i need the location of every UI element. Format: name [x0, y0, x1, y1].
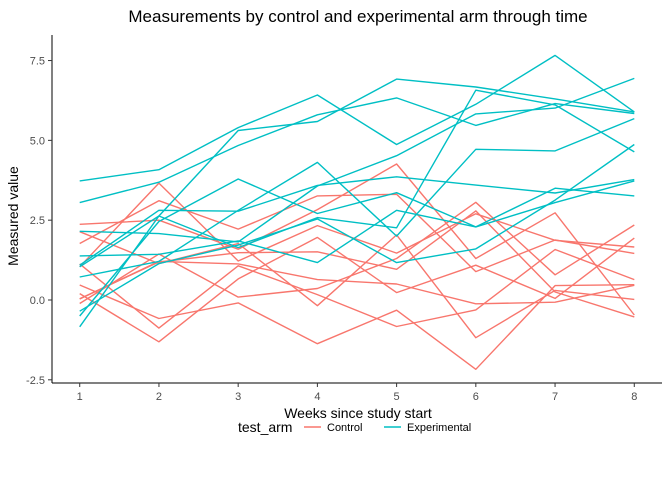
experimental-series-line-12	[79, 89, 635, 328]
x-tick-label: 5	[394, 391, 400, 403]
experimental-series-line-20	[79, 180, 635, 264]
x-axis-title: Weeks since study start	[284, 405, 432, 421]
control-series-line-10	[79, 210, 635, 318]
control-series-line-4	[79, 182, 635, 268]
experimental-series-line-13	[79, 77, 635, 243]
experimental-series-line-17	[79, 143, 635, 312]
control-series-line-2	[79, 248, 635, 329]
y-axis-title: Measured value	[5, 166, 21, 266]
y-tick-label: 5.0	[30, 135, 45, 147]
chart-title: Measurements by control and experimental…	[128, 7, 587, 26]
experimental-series-line-19	[79, 78, 635, 268]
y-tick-label: 0.0	[30, 295, 45, 307]
plot-series-group	[79, 54, 635, 370]
legend-label-experimental: Experimental	[407, 422, 471, 434]
x-axis-ticks: 1 2 3 4 5 6 7 8	[77, 383, 637, 403]
y-tick-label: 7.5	[30, 56, 45, 68]
control-series-line-6	[79, 163, 635, 316]
x-tick-label: 3	[235, 391, 241, 403]
legend-label-control: Control	[327, 422, 362, 434]
x-tick-label: 4	[314, 391, 320, 403]
y-tick-label: -2.5	[26, 375, 45, 387]
control-series-line-1	[79, 236, 635, 343]
x-tick-label: 1	[77, 391, 83, 403]
experimental-series-line-11	[79, 97, 635, 204]
x-tick-label: 6	[473, 391, 479, 403]
experimental-series-line-16	[79, 117, 635, 278]
control-series-line-5	[79, 284, 635, 370]
x-tick-label: 2	[156, 391, 162, 403]
y-axis-ticks: -2.5 0.0 2.5 5.0 7.5	[26, 56, 52, 387]
legend-title: test_arm	[238, 419, 292, 435]
experimental-series-line-18	[79, 176, 635, 266]
legend: test_arm Control Experimental	[238, 419, 471, 435]
control-series-line-3	[79, 193, 635, 273]
control-series-line-9	[79, 231, 635, 339]
legend-entries: Control Experimental	[304, 422, 471, 434]
x-tick-label: 8	[631, 391, 637, 403]
y-tick-label: 2.5	[30, 215, 45, 227]
experimental-series-line-15	[79, 178, 635, 317]
experimental-series-line-14	[79, 54, 635, 182]
x-tick-label: 7	[552, 391, 558, 403]
